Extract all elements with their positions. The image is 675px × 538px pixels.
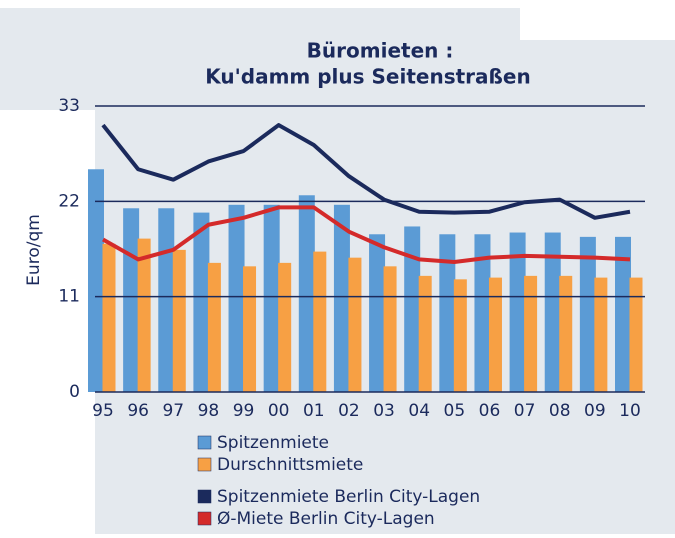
chart-title: Büromieten : xyxy=(307,39,454,63)
x-tick-label: 00 xyxy=(268,401,290,421)
x-tick-label: 99 xyxy=(233,401,255,421)
bar xyxy=(544,232,561,392)
legend-label: Spitzenmiete Berlin City-Lagen xyxy=(217,487,480,507)
legend-swatch xyxy=(197,489,212,504)
bar xyxy=(453,279,467,392)
bar xyxy=(615,236,631,392)
bar xyxy=(207,262,221,392)
line-series xyxy=(101,123,631,220)
legend-label: Durschnittsmiete xyxy=(217,455,363,475)
bar xyxy=(418,275,432,392)
x-tick-label: 02 xyxy=(338,401,360,421)
bar xyxy=(404,226,421,392)
y-tick-label: 0 xyxy=(69,382,80,402)
legend-swatch xyxy=(197,511,212,526)
panel-cutout xyxy=(520,0,675,40)
legend-swatch xyxy=(197,457,212,472)
legend-label: Ø-Miete Berlin City-Lagen xyxy=(217,509,435,529)
bar xyxy=(137,238,151,392)
bar xyxy=(298,195,315,392)
bar xyxy=(383,266,397,392)
bar xyxy=(579,236,596,392)
line-series xyxy=(102,205,631,264)
x-tick-label: 08 xyxy=(549,401,571,421)
bar xyxy=(193,212,210,392)
x-tick-label: 04 xyxy=(408,401,430,421)
x-tick-label: 07 xyxy=(514,401,536,421)
bar xyxy=(228,204,245,392)
bar xyxy=(509,232,526,392)
x-tick-label: 95 xyxy=(92,401,114,421)
chart-title: Ku'damm plus Seitenstraßen xyxy=(205,65,530,89)
bar xyxy=(263,204,280,392)
x-tick-label: 03 xyxy=(373,401,395,421)
bar xyxy=(369,234,386,392)
x-tick-label: 10 xyxy=(619,401,641,421)
y-tick-label: 33 xyxy=(58,96,80,116)
panel-cutout xyxy=(0,0,520,8)
bar xyxy=(594,277,608,392)
bar xyxy=(488,277,502,392)
x-tick-label: 96 xyxy=(127,401,149,421)
x-tick-label: 05 xyxy=(444,401,466,421)
bar xyxy=(88,169,104,392)
x-tick-label: 98 xyxy=(198,401,220,421)
legend-label: Spitzenmiete xyxy=(217,433,329,453)
bar xyxy=(629,277,643,392)
y-tick-label: 11 xyxy=(58,287,80,307)
bar xyxy=(172,249,186,392)
bar xyxy=(348,257,362,392)
bar xyxy=(243,266,257,392)
bar xyxy=(278,262,292,392)
x-tick-label: 06 xyxy=(479,401,501,421)
bar xyxy=(333,204,350,392)
bar xyxy=(524,275,538,392)
y-tick-label: 22 xyxy=(58,191,80,211)
bar xyxy=(158,208,175,392)
y-axis-label: Euro/qm xyxy=(24,214,44,286)
bar xyxy=(102,243,116,392)
legend-swatch xyxy=(197,435,212,450)
bar xyxy=(123,208,140,392)
bar xyxy=(313,251,327,392)
bar xyxy=(439,234,456,392)
bar xyxy=(559,275,573,392)
bar xyxy=(474,234,491,392)
x-tick-label: 09 xyxy=(584,401,606,421)
x-tick-label: 97 xyxy=(162,401,184,421)
x-tick-label: 01 xyxy=(303,401,325,421)
panel-cutout xyxy=(0,110,95,534)
